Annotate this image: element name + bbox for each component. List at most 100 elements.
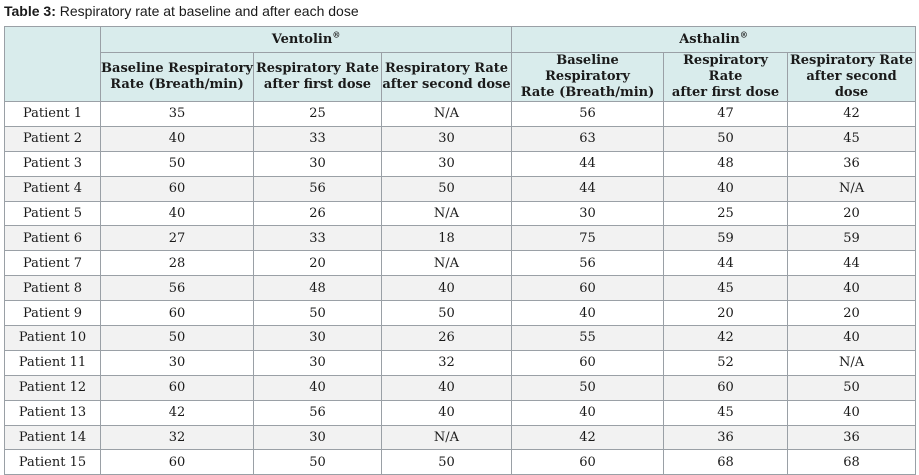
patient-label: Patient 11 bbox=[4, 349, 101, 376]
column-header-line: after second dose bbox=[806, 69, 897, 100]
table-cell: 36 bbox=[787, 424, 917, 451]
table-cell: N/A bbox=[380, 250, 513, 277]
patient-label: Patient 1 bbox=[4, 101, 101, 127]
table-cell: 40 bbox=[663, 175, 789, 202]
column-header-line: after second dose bbox=[382, 77, 511, 92]
table-cell: 42 bbox=[100, 399, 254, 426]
table-cell: 26 bbox=[380, 325, 513, 351]
table-cell: 20 bbox=[787, 200, 917, 227]
column-header-line: Baseline Respiratory bbox=[545, 53, 630, 84]
table-cell: 48 bbox=[663, 150, 789, 177]
table-cell: 60 bbox=[511, 275, 665, 302]
table-row: Patient 2 40 33 30 63 50 45 bbox=[4, 125, 917, 152]
patient-label: Patient 10 bbox=[4, 325, 101, 351]
column-header-line: Respiratory Rate bbox=[683, 53, 768, 84]
patient-label: Patient 6 bbox=[4, 225, 101, 252]
table-cell: 40 bbox=[380, 374, 513, 401]
table-cell: 56 bbox=[100, 275, 254, 302]
table-cell: 59 bbox=[787, 225, 917, 252]
table-cell: 30 bbox=[253, 150, 382, 177]
column-header: Respiratory Rate after first dose bbox=[663, 52, 789, 102]
patient-label: Patient 15 bbox=[4, 449, 101, 475]
group-header-row: Ventolin® Asthalin® bbox=[4, 26, 917, 102]
table-cell: 56 bbox=[253, 399, 382, 426]
patient-label: Patient 12 bbox=[4, 374, 101, 401]
column-header-line: after first dose bbox=[671, 85, 780, 100]
table-cell: 30 bbox=[380, 150, 513, 177]
table-cell: 40 bbox=[787, 399, 917, 426]
table-cell: 45 bbox=[787, 125, 917, 152]
table-cell: 28 bbox=[100, 250, 254, 277]
table-cell: 40 bbox=[787, 275, 917, 302]
table-cell: 40 bbox=[511, 300, 665, 327]
table-caption: Table 3: Respiratory rate at baseline an… bbox=[4, 3, 359, 19]
table-cell: 44 bbox=[787, 250, 917, 277]
table-cell: 33 bbox=[253, 125, 382, 152]
table-cell: 55 bbox=[511, 325, 665, 351]
table-cell: 36 bbox=[663, 424, 789, 451]
table-cell: 25 bbox=[253, 101, 382, 127]
sub-header-row: Baseline Respiratory Rate (Breath/min) Res… bbox=[5, 52, 917, 102]
table-cell: N/A bbox=[787, 349, 917, 376]
patient-label: Patient 3 bbox=[4, 150, 101, 177]
table-cell: 63 bbox=[511, 125, 665, 152]
table-cell: 50 bbox=[663, 125, 789, 152]
table-cell: 50 bbox=[380, 300, 513, 327]
table-row: Patient 13 42 56 40 40 45 40 bbox=[4, 399, 917, 426]
patient-label: Patient 7 bbox=[4, 250, 101, 277]
table-cell: 40 bbox=[380, 275, 513, 302]
table-row: Patient 1 35 25 N/A 56 47 42 bbox=[4, 101, 917, 127]
group-name: Ventolin bbox=[271, 31, 333, 47]
table-cell: 40 bbox=[100, 200, 254, 227]
table-row: Patient 4 60 56 50 44 40 N/A bbox=[4, 175, 917, 202]
table-cell: 44 bbox=[511, 175, 665, 202]
table-header: Ventolin® Asthalin® Baseline Respiratory… bbox=[4, 26, 917, 102]
table-cell: 60 bbox=[100, 374, 254, 401]
table-cell: 56 bbox=[511, 101, 665, 127]
patient-label: Patient 4 bbox=[4, 175, 101, 202]
table-cell: 50 bbox=[100, 150, 254, 177]
table-cell: 45 bbox=[663, 275, 789, 302]
table-row: Patient 3 50 30 30 44 48 36 bbox=[4, 150, 917, 177]
patient-label: Patient 13 bbox=[4, 399, 101, 426]
table-cell: 20 bbox=[787, 300, 917, 327]
table-cell: N/A bbox=[380, 424, 513, 451]
table-cell: 60 bbox=[100, 300, 254, 327]
column-header-line: Baseline Respiratory bbox=[101, 61, 253, 76]
table-cell: 56 bbox=[511, 250, 665, 277]
table-cell: 30 bbox=[100, 349, 254, 376]
table-cell: 75 bbox=[511, 225, 665, 252]
patient-label: Patient 5 bbox=[4, 200, 101, 227]
patient-label: Patient 2 bbox=[4, 125, 101, 152]
table-cell: 56 bbox=[253, 175, 382, 202]
table-cell: 68 bbox=[787, 449, 917, 475]
column-header-line: Rate (Breath/min) bbox=[520, 85, 655, 100]
table-cell: 35 bbox=[100, 101, 254, 127]
table-row: Patient 8 56 48 40 60 45 40 bbox=[4, 275, 917, 302]
table-row: Patient 7 28 20 N/A 56 44 44 bbox=[4, 250, 917, 277]
table-cell: 32 bbox=[380, 349, 513, 376]
table-body: Patient 1 35 25 N/A 56 47 42 Patient 2 40 33 30 63 5… bbox=[4, 101, 917, 475]
respiratory-rate-table: Ventolin® Asthalin® Baseline Respiratory… bbox=[4, 26, 917, 475]
table-row: Patient 6 27 33 18 75 59 59 bbox=[4, 225, 917, 252]
table-cell: N/A bbox=[787, 175, 917, 202]
table-cell: 50 bbox=[787, 374, 917, 401]
table-row: Patient 12 60 40 40 50 60 50 bbox=[4, 374, 917, 401]
caption-label: Table 3: bbox=[4, 3, 56, 19]
table-cell: 40 bbox=[253, 374, 382, 401]
table-cell: N/A bbox=[380, 200, 513, 227]
column-header: Respiratory Rate after first dose bbox=[253, 52, 382, 102]
caption-text: Respiratory rate at baseline and after e… bbox=[55, 3, 359, 19]
table-cell: 36 bbox=[787, 150, 917, 177]
table-row: Patient 14 32 30 N/A 42 36 36 bbox=[4, 424, 917, 451]
table-cell: 18 bbox=[380, 225, 513, 252]
table-cell: 60 bbox=[100, 449, 254, 475]
table-cell: 30 bbox=[253, 325, 382, 351]
table-cell: 60 bbox=[511, 349, 665, 376]
column-header-line: Rate (Breath/min) bbox=[110, 77, 244, 92]
table-cell: 25 bbox=[663, 200, 789, 227]
table-cell: 60 bbox=[511, 449, 665, 475]
table-cell: 27 bbox=[100, 225, 254, 252]
table-cell: 50 bbox=[253, 449, 382, 475]
table-cell: 42 bbox=[511, 424, 665, 451]
